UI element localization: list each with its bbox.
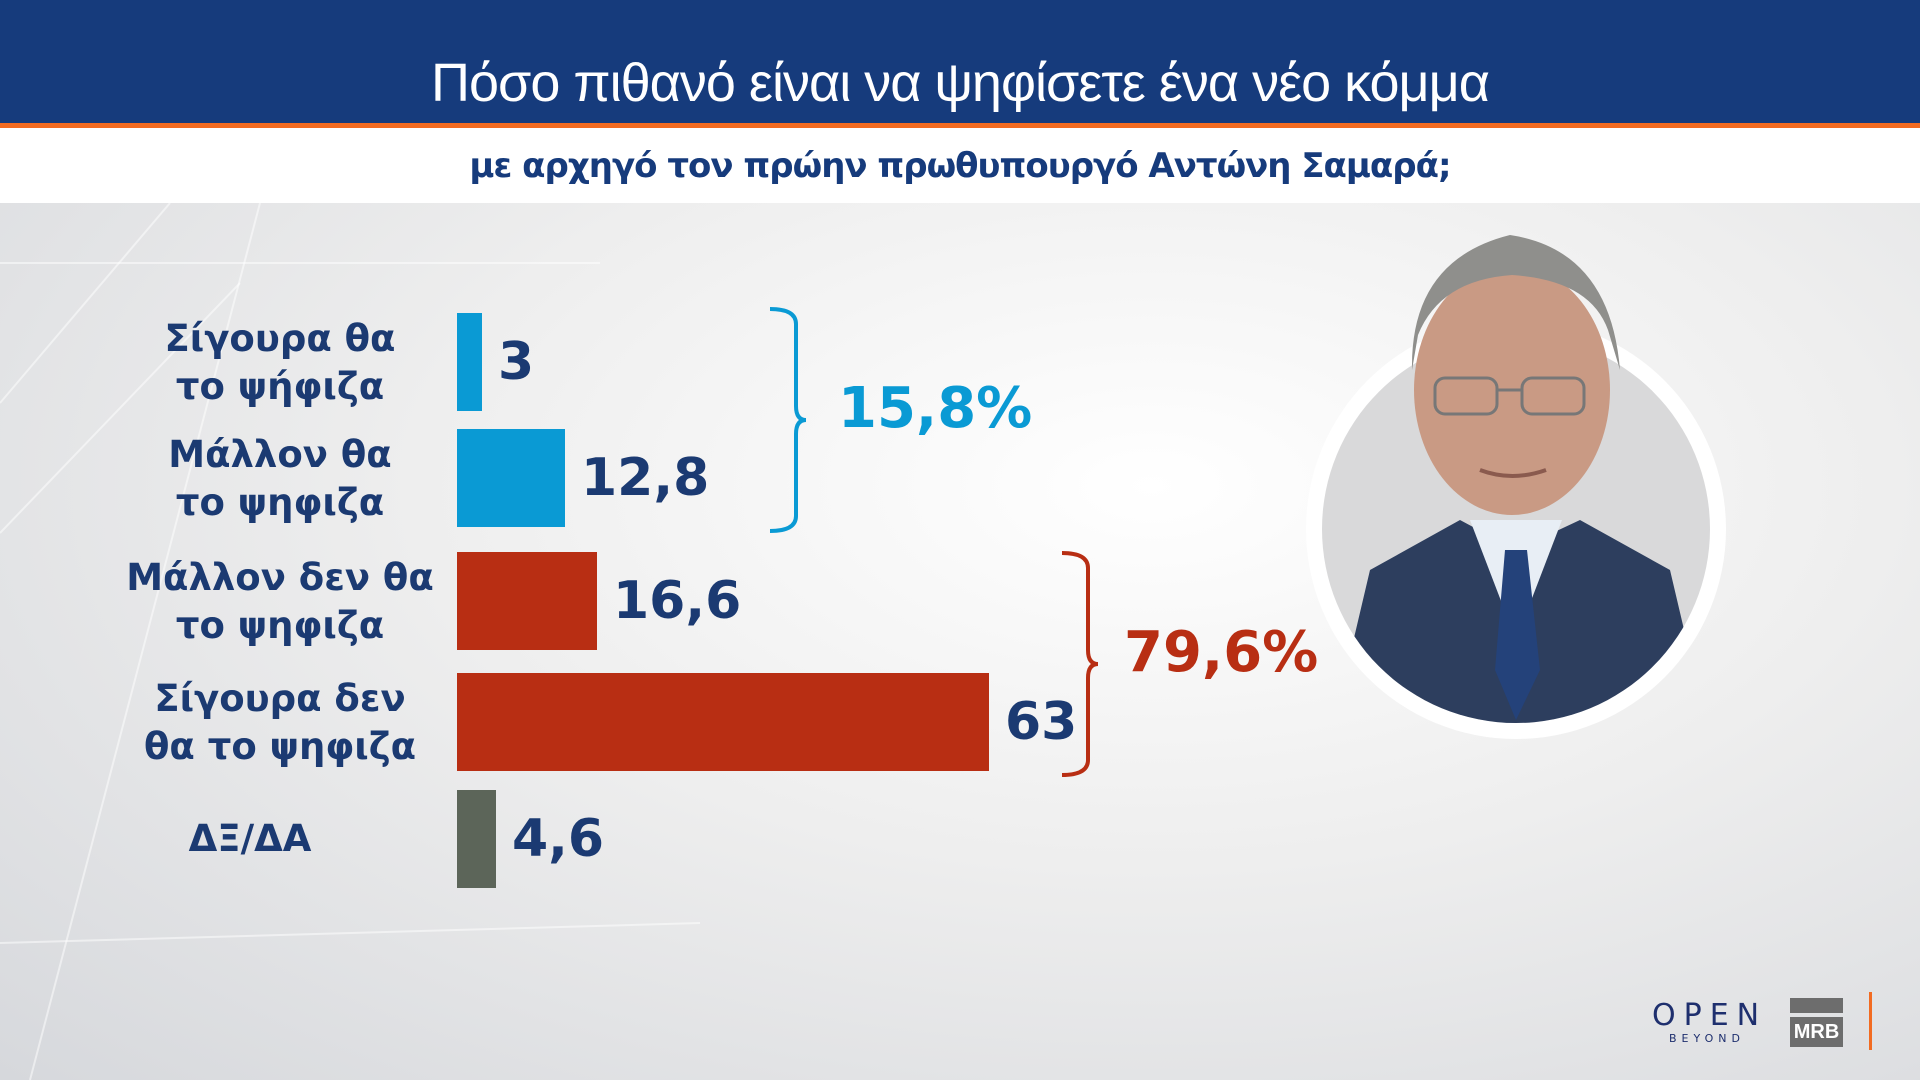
subtitle-band [0,128,1920,203]
value-label: 16,6 [613,571,742,631]
bar [457,552,597,650]
category-label: Μάλλον θα το ψηφιζα [100,431,460,527]
category-label-line: Μάλλον θα [168,433,392,476]
mrb-logo-text: MRB [1790,1017,1843,1047]
value-label: 3 [498,332,535,392]
value-label: 4,6 [512,809,605,869]
group-brace [769,307,807,533]
open-logo-text: OPEN [1652,998,1768,1033]
bar [457,429,565,527]
background-lines [0,203,701,1080]
portrait-photo [1306,235,1726,739]
category-label-line: Μάλλον δεν θα [126,556,434,599]
bar [457,313,482,411]
header-bar [0,0,1920,123]
orange-divider [0,123,1920,128]
category-label: ΔΞ/ΔΑ [70,815,430,863]
category-label: Σίγουρα θα το ψήφιζα [100,315,460,411]
category-label: Σίγουρα δεν θα το ψηφιζα [100,675,460,771]
category-label-line: Σίγουρα δεν [154,677,406,720]
mrb-logo: MRB [1790,998,1843,1047]
bar [457,790,496,888]
group-brace [1061,551,1099,777]
chart-title: Πόσο πιθανό είναι να ψηφίσετε ένα νέο κό… [430,53,1490,113]
category-label-line: το ψήφιζα [175,365,385,408]
category-label-line: ΔΞ/ΔΑ [188,817,312,860]
category-label-line: θα το ψηφιζα [144,725,416,768]
group-total-label: 79,6% [1124,620,1319,685]
category-label-line: Σίγουρα θα [164,317,396,360]
category-label-line: το ψηφιζα [175,604,385,647]
category-label: Μάλλον δεν θα το ψηφιζα [100,554,460,650]
chart-subtitle: με αρχηγό τον πρώην πρωθυπουργό Αντώνη Σ… [469,146,1451,186]
open-logo-subtext: BEYOND [1669,1032,1745,1045]
open-beyond-logo: OPEN BEYOND [1652,998,1768,1046]
value-label: 12,8 [581,448,710,508]
group-total-label: 15,8% [838,376,1033,441]
bar [457,673,989,771]
category-label-line: το ψηφιζα [175,481,385,524]
orange-accent-line [1869,992,1872,1050]
value-label: 63 [1005,692,1078,752]
